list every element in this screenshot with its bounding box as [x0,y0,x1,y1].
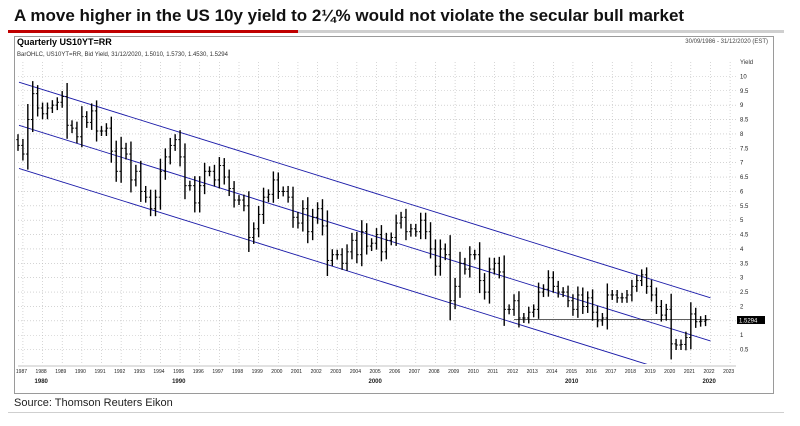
x-tick-label: 2006 [389,369,400,375]
x-tick-label: 2010 [468,369,479,375]
x-tick-label: 1995 [173,369,184,375]
x-tick-label: 2015 [566,369,577,375]
x-tick-label: 1992 [114,369,125,375]
y-tick-label: 4 [740,247,744,253]
x-tick-label: 2002 [311,369,322,375]
x-tick-label: 1988 [36,369,47,375]
headline-accent-bar [8,30,298,33]
y-tick-label: 8.5 [740,118,749,124]
y-tick-label: 7.5 [740,146,749,152]
x-tick-label: 2007 [409,369,420,375]
x-tick-label: 2018 [625,369,636,375]
x-tick-label: 1991 [94,369,105,375]
trend-channel-line [18,167,648,364]
trend-channel-line [18,81,711,299]
y-tick-label: 0.5 [740,348,749,354]
y-tick-label: 9.5 [740,89,749,95]
x-tick-label: 2009 [448,369,459,375]
source-note: Source: Thomson Reuters Eikon [14,397,173,409]
headline: A move higher in the US 10y yield to 2¼%… [14,6,685,25]
y-tick-label: 6 [740,189,744,195]
y-tick-label: 3 [740,276,744,282]
y-tick-label: 2 [740,304,744,310]
x-tick-label: 1987 [16,369,27,375]
x-tick-label: 2004 [350,369,361,375]
x-tick-label: 2005 [370,369,381,375]
last-value-badge [737,316,765,325]
y-tick-label: 9 [740,103,744,109]
y-tick-label: 2.5 [740,290,749,296]
x-tick-label: 1997 [212,369,223,375]
x-tick-label: 1989 [55,369,66,375]
x-tick-label: 2014 [546,369,557,375]
y-tick-label: 5.5 [740,204,749,210]
y-tick-label: 10 [740,74,747,80]
y-tick-label: 5 [740,218,744,224]
x-tick-label: 2020 [664,369,675,375]
x-tick-label: 2012 [507,369,518,375]
decade-label: 2020 [702,379,716,385]
decade-label: 2010 [565,379,579,385]
x-tick-label: 2021 [684,369,695,375]
chart-title: Quarterly US10YT=RR [17,37,112,47]
y-tick-label: 7 [740,161,744,167]
x-tick-label: 1999 [252,369,263,375]
decade-label: 1980 [35,379,49,385]
x-tick-label: 2019 [645,369,656,375]
y-tick-label: 8 [740,132,744,138]
decade-label: 2000 [369,379,383,385]
x-tick-label: 2023 [723,369,734,375]
x-tick-label: 1994 [153,369,164,375]
x-tick-label: 2017 [605,369,616,375]
trend-channel-line [18,124,711,342]
y-tick-label: 3.5 [740,261,749,267]
x-tick-label: 1998 [232,369,243,375]
x-tick-label: 2013 [527,369,538,375]
y-tick-label: 4.5 [740,233,749,239]
chart-date-range: 30/09/1986 - 31/12/2020 (EST) [685,39,768,45]
decade-label: 1990 [172,379,186,385]
x-tick-label: 1996 [193,369,204,375]
x-tick-label: 2003 [330,369,341,375]
x-tick-label: 2016 [586,369,597,375]
x-tick-label: 2022 [703,369,714,375]
y-tick-label: 6.5 [740,175,749,181]
x-tick-label: 1993 [134,369,145,375]
ohlc-legend: BarOHLC, US10YT=RR, Bid Yield, 31/12/202… [17,52,228,58]
x-tick-label: 2011 [487,369,498,375]
y-tick-label: 1 [740,333,744,339]
x-tick-label: 2001 [291,369,302,375]
last-value-label: 1.5294 [739,319,758,325]
x-tick-label: 1990 [75,369,86,375]
x-tick-label: 2000 [271,369,282,375]
x-tick-label: 2008 [428,369,439,375]
y-axis-unit: Yield [740,60,754,66]
headline-rule [8,30,784,33]
bottom-rule [8,412,784,413]
